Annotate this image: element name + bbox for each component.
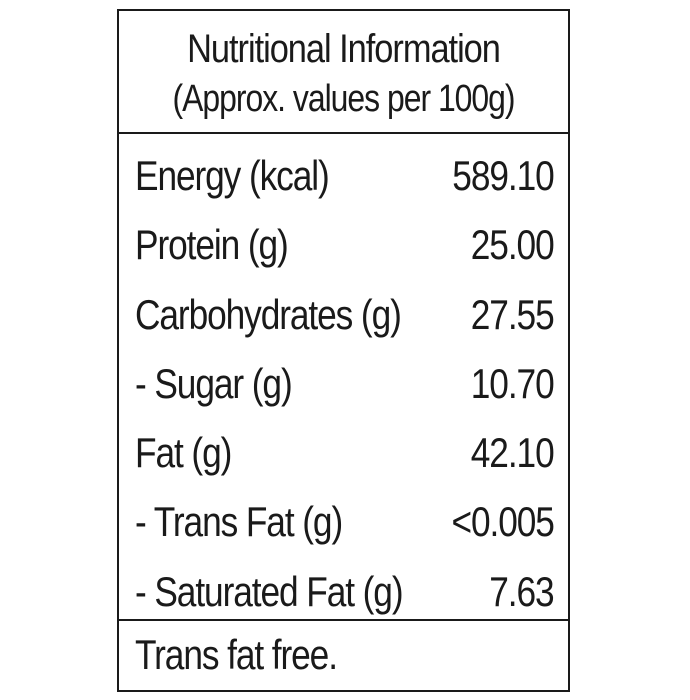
nutrition-footer: Trans fat free. [119,619,568,690]
nutrition-header: Nutritional Information (Approx. values … [119,11,568,134]
nutrient-label: - Sugar (g) [135,359,293,407]
nutrient-label: - Saturated Fat (g) [135,567,404,615]
nutrient-label: Protein (g) [135,221,289,269]
nutrient-label: Carbohydrates (g) [135,290,402,338]
nutrient-row-sugar: - Sugar (g) 10.70 [119,352,568,421]
nutrient-value: <0.005 [451,498,555,546]
nutrient-row-energy: Energy (kcal) 589.10 [119,144,568,213]
nutrient-row-saturated-fat: - Saturated Fat (g) 7.63 [119,560,568,629]
nutrient-label: - Trans Fat (g) [135,498,343,546]
nutrient-row-fat: Fat (g) 42.10 [119,421,568,490]
nutrient-value: 7.63 [489,567,555,615]
footer-note: Trans fat free. [135,631,338,678]
nutrition-table: Energy (kcal) 589.10 Protein (g) 25.00 C… [119,144,568,629]
nutrient-label: Fat (g) [135,429,232,477]
nutrient-row-trans-fat: - Trans Fat (g) <0.005 [119,490,568,559]
nutrient-value: 10.70 [471,359,555,407]
nutrient-value: 27.55 [471,290,555,338]
nutrient-value: 42.10 [471,429,555,477]
nutrient-row-carbohydrates: Carbohydrates (g) 27.55 [119,283,568,352]
nutrition-title: Nutritional Information [187,27,501,71]
nutrition-subtitle: (Approx. values per 100g) [172,78,515,120]
nutrient-value: 589.10 [452,152,555,199]
nutrient-row-protein: Protein (g) 25.00 [119,213,568,282]
nutrient-value: 25.00 [471,221,555,269]
nutrition-panel: Nutritional Information (Approx. values … [117,9,570,692]
nutrient-label: Energy (kcal) [135,152,330,199]
